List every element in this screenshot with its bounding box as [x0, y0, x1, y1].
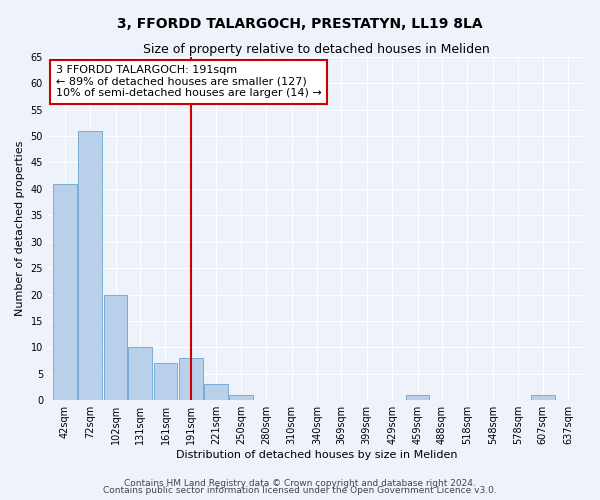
Bar [128, 348, 152, 400]
Bar [406, 395, 430, 400]
Bar [205, 384, 228, 400]
Text: Contains public sector information licensed under the Open Government Licence v3: Contains public sector information licen… [103, 486, 497, 495]
Bar [53, 184, 77, 400]
Bar [179, 358, 203, 400]
Text: Contains HM Land Registry data © Crown copyright and database right 2024.: Contains HM Land Registry data © Crown c… [124, 478, 476, 488]
Title: Size of property relative to detached houses in Meliden: Size of property relative to detached ho… [143, 42, 490, 56]
Bar [104, 294, 127, 400]
Bar [154, 363, 178, 400]
Text: 3, FFORDD TALARGOCH, PRESTATYN, LL19 8LA: 3, FFORDD TALARGOCH, PRESTATYN, LL19 8LA [117, 18, 483, 32]
Bar [79, 130, 102, 400]
Bar [531, 395, 554, 400]
Y-axis label: Number of detached properties: Number of detached properties [15, 141, 25, 316]
X-axis label: Distribution of detached houses by size in Meliden: Distribution of detached houses by size … [176, 450, 457, 460]
Bar [229, 395, 253, 400]
Text: 3 FFORDD TALARGOCH: 191sqm
← 89% of detached houses are smaller (127)
10% of sem: 3 FFORDD TALARGOCH: 191sqm ← 89% of deta… [56, 66, 322, 98]
